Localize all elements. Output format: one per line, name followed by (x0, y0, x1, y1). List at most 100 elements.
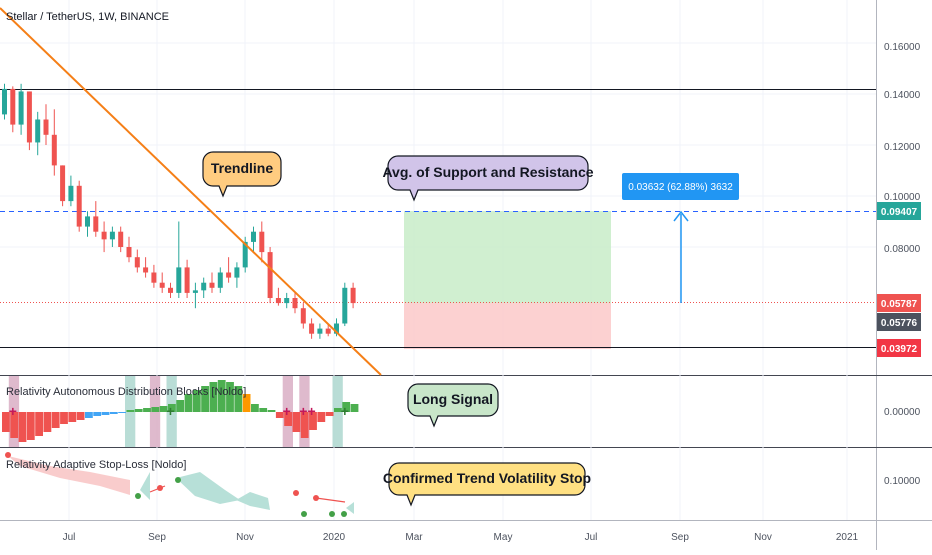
trendline-callout[interactable]: Trendline (202, 151, 282, 198)
long-signal-callout[interactable]: Long Signal (407, 383, 499, 428)
price-axis: 0.16000 0.14000 0.12000 0.10000 0.08000 (884, 42, 921, 255)
stop-loss-dot (175, 477, 181, 483)
support-price-label: 0.03972 (881, 344, 918, 355)
stop-loss-bullish-area (176, 472, 240, 504)
stop-loss-dot (5, 452, 11, 458)
stop-loss-dot (313, 495, 319, 501)
distribution-block-bar (126, 410, 135, 412)
candles-group (2, 83, 356, 339)
distribution-block-bar (2, 412, 10, 432)
distribution-block-bar (300, 412, 309, 438)
distribution-block-bar (35, 412, 43, 436)
callout-bubble (407, 383, 499, 428)
distribution-block-bar (317, 412, 326, 422)
pane3-title: Relativity Adaptive Stop-Loss [Noldo] (6, 459, 186, 471)
candle-body (209, 282, 215, 288)
distribution-block-bar (10, 412, 19, 438)
distribution-block-bar (342, 402, 351, 412)
pane2-axis-label: 0.00000 (884, 407, 921, 418)
measure-label: 0.03632 (62.88%) 3632 (628, 182, 733, 193)
candle-body (251, 231, 256, 242)
current-price-dark-tag (877, 313, 921, 331)
time-axis: Jul Sep Nov 2020 Mar May Jul Sep Nov 202… (63, 532, 859, 543)
time-tick-label: Jul (585, 532, 598, 543)
stop-loss-dot (301, 511, 307, 517)
candle-body (342, 287, 348, 324)
stop-loss-pane (5, 452, 354, 517)
candle-body (18, 91, 24, 125)
trendline[interactable] (0, 7, 382, 376)
candle-body (234, 267, 240, 278)
measure-arrow-head-icon (673, 210, 689, 222)
signal-cross-icon: + (341, 403, 349, 419)
candle-body (10, 88, 16, 125)
distribution-block-bar (134, 409, 143, 412)
long-signal-text: Long Signal (413, 391, 493, 407)
candle-body (184, 267, 190, 293)
stop-zone[interactable] (404, 303, 611, 349)
distribution-block-bar (76, 412, 85, 420)
distribution-block-bar (143, 408, 151, 412)
chart-symbol-header: Stellar / TetherUS, 1W, BINANCE (6, 11, 169, 23)
distribution-block-bar (292, 412, 301, 432)
distribution-blocks-pane: + + + + + + (2, 376, 359, 447)
price-tick-label: 0.16000 (884, 42, 921, 53)
distribution-block-bar (184, 394, 193, 412)
distribution-block-bar (350, 404, 359, 412)
pane3-axis-label: 0.10000 (884, 476, 921, 487)
candle-body (334, 323, 339, 334)
candle-body (192, 290, 198, 293)
target-price-label: 0.09407 (881, 207, 918, 218)
stop-loss-dot (329, 511, 335, 517)
time-tick-label: Nov (236, 532, 254, 543)
distribution-block-bar (267, 410, 276, 412)
candle-body (2, 88, 7, 115)
candle-body (35, 119, 41, 143)
candle-body (176, 267, 182, 293)
distribution-block-bar (251, 404, 259, 412)
candle-body (317, 328, 323, 334)
stop-loss-bullish-area (346, 502, 354, 514)
time-tick-label: Sep (148, 532, 166, 543)
time-tick-label: May (494, 532, 513, 543)
distribution-block-bar (226, 382, 234, 412)
candle-body (259, 231, 265, 253)
distribution-block-bar (85, 412, 93, 418)
distribution-block-bar (109, 412, 118, 414)
distribution-block-bar (209, 382, 218, 412)
volatility-stop-callout[interactable]: Confirmed Trend Volatility Stop (383, 462, 591, 507)
candle-body (309, 323, 315, 334)
signal-highlight-band (282, 376, 293, 447)
candle-body (325, 328, 331, 334)
pane2-title: Relativity Autonomous Distribution Block… (6, 386, 246, 398)
signal-cross-icon: + (299, 403, 307, 419)
signal-highlight-band (299, 376, 310, 447)
candle-body (143, 267, 149, 273)
distribution-block-bar (101, 412, 110, 415)
callout-bubble (202, 151, 282, 198)
signal-cross-icon: + (166, 403, 174, 419)
candle-body (101, 231, 107, 240)
candle-body (350, 287, 356, 304)
candle-body (134, 257, 140, 268)
time-tick-label: Jul (63, 532, 76, 543)
distribution-block-bar (309, 412, 317, 430)
avg-support-resistance-callout[interactable]: Avg. of Support and Resistance (382, 155, 594, 202)
distribution-block-bar (201, 386, 209, 412)
distribution-block-bar (60, 412, 68, 424)
signal-cross-icon: + (9, 403, 17, 419)
candle-body (217, 272, 223, 288)
callout-bubble (387, 155, 589, 202)
distribution-block-bar (176, 400, 185, 412)
candle-body (126, 247, 132, 258)
distribution-block-bar (18, 412, 27, 442)
time-tick-label: Sep (671, 532, 689, 543)
target-zone[interactable] (404, 211, 611, 303)
distribution-block-bar (334, 408, 342, 412)
candle-body (242, 241, 248, 268)
candle-body (292, 298, 298, 309)
distribution-block-bar (259, 408, 268, 412)
distribution-block-bar (192, 390, 201, 412)
